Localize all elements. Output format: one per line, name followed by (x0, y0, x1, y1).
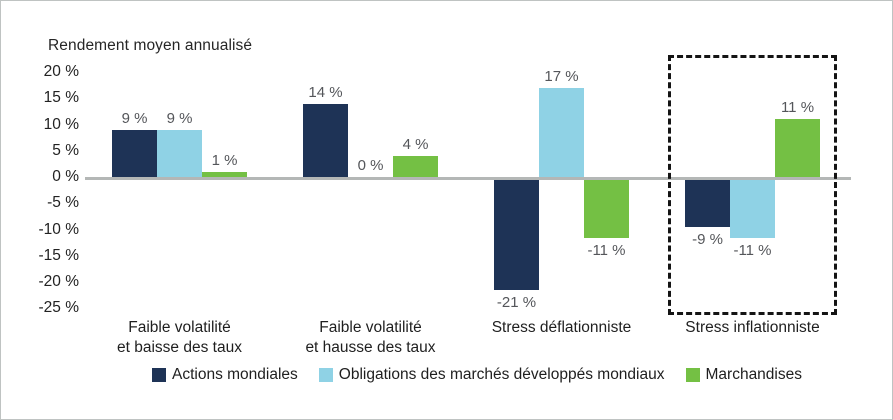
bar-value-label: -11 % (733, 241, 772, 259)
chart-bar (584, 180, 629, 238)
legend-label: Marchandises (705, 366, 803, 383)
chart-bar (112, 129, 157, 177)
category-label-line: et hausse des taux (305, 338, 436, 356)
chart-bar (393, 156, 438, 177)
legend-item: Obligations des marchés développés mondi… (318, 366, 665, 384)
category-label-line: Stress déflationniste (491, 319, 632, 336)
chart-bar (685, 180, 730, 228)
bar-value-label: -11 % (587, 241, 626, 259)
chart-bar (202, 171, 247, 177)
chart-bar (494, 180, 539, 291)
legend-label: Actions mondiales (172, 366, 298, 383)
zero-axis-line (85, 177, 851, 180)
bar-value-label: 11 % (780, 99, 815, 117)
chart-title: Rendement moyen annualisé (48, 37, 253, 54)
chart-bar (730, 180, 775, 238)
y-axis-tick: 10 % (43, 115, 79, 133)
bar-value-label: 4 % (402, 136, 429, 153)
bar-value-label: 9 % (166, 109, 193, 127)
y-axis-tick: 20 % (43, 63, 79, 80)
legend-swatch-icon (685, 368, 700, 382)
chart-bar (157, 129, 202, 177)
bar-value-label: 14 % (308, 83, 343, 101)
y-axis-tick: 0 % (52, 168, 79, 185)
bar-value-label: -9 % (692, 231, 723, 249)
category-label: Stress inflationniste (643, 318, 863, 338)
highlight-dashed-box (668, 55, 837, 315)
legend-swatch-icon (318, 368, 333, 382)
y-axis-tick: -15 % (38, 246, 80, 264)
legend: Actions mondiales Obligations des marchés… (152, 366, 802, 384)
category-label-line: Stress inflationniste (685, 319, 820, 336)
y-axis-tick: -10 % (38, 220, 80, 238)
legend-item: Actions mondiales (152, 366, 298, 384)
category-label: Faible volatilité et baisse des taux (70, 318, 290, 357)
bar-value-label: -21 % (496, 294, 537, 312)
bar-value-label: 17 % (544, 67, 579, 85)
y-axis-tick: -25 % (38, 299, 80, 317)
bar-value-label: 1 % (211, 151, 238, 169)
y-axis-tick: -20 % (38, 273, 80, 290)
bar-value-label: 9 % (121, 109, 148, 127)
category-label-line: et baisse des taux (117, 338, 242, 356)
legend-item: Marchandises (685, 366, 803, 384)
category-label: Stress déflationniste (452, 318, 672, 338)
legend-swatch-icon (152, 368, 166, 382)
y-axis-tick: -5 % (47, 194, 79, 212)
category-label-line: Faible volatilité (128, 319, 231, 336)
bar-value-label: 0 % (357, 157, 384, 174)
legend-label: Obligations des marchés développés mondi… (338, 366, 665, 383)
chart-bar (539, 87, 584, 177)
chart-bar (775, 119, 820, 177)
y-axis-tick: 5 % (52, 141, 79, 159)
category-label-line: Faible volatilité (319, 319, 422, 336)
y-axis-tick: 15 % (43, 89, 79, 107)
category-label: Faible volatilité et hausse des taux (261, 318, 481, 357)
chart-bar (303, 103, 348, 177)
